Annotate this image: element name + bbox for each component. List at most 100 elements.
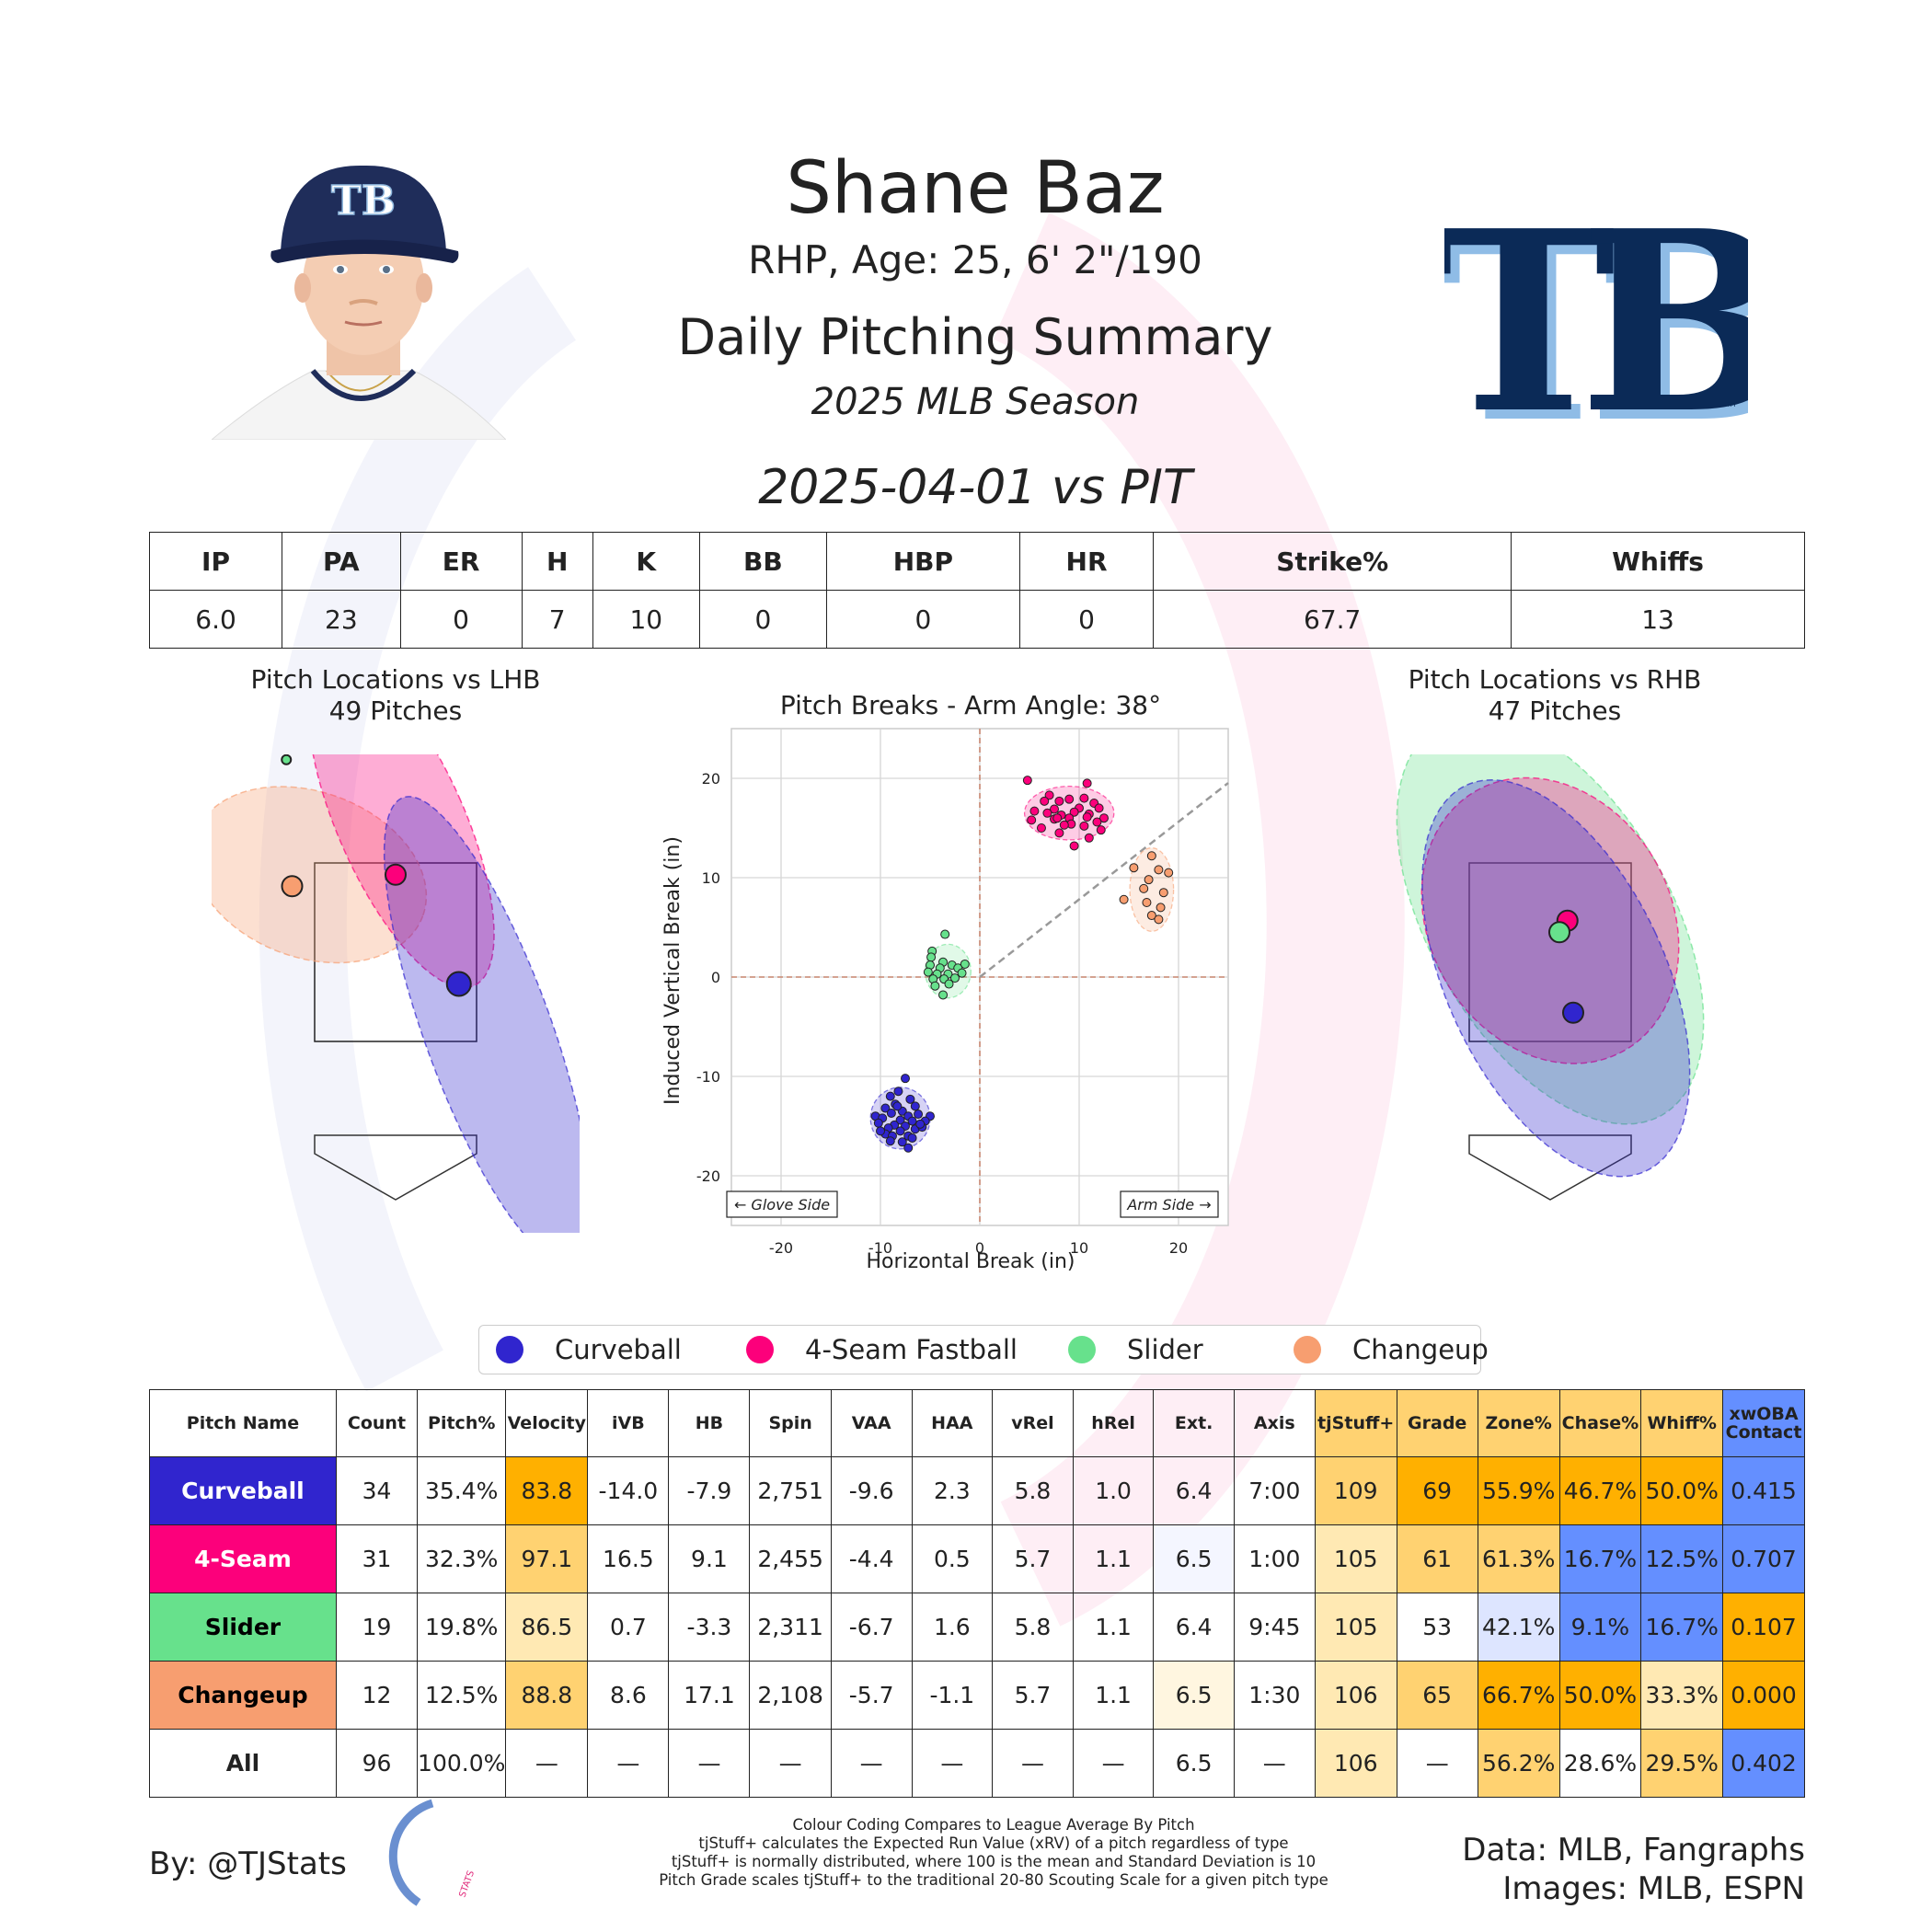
location-mean-slider [1548, 921, 1570, 944]
pitch-value-cell: 5.7 [992, 1524, 1074, 1593]
pitch-value-cell: -6.7 [830, 1593, 913, 1662]
summary-header-cell: IP [148, 532, 283, 591]
pitch-name-cell: Curveball [149, 1456, 337, 1525]
pitch-value-cell: 12.5% [1640, 1524, 1724, 1593]
break-point-changeup [1156, 903, 1166, 913]
pitch-table-header-cell: Ext. [1153, 1389, 1235, 1457]
pitch-value-cell: -5.7 [830, 1661, 913, 1730]
legend-marker [496, 1336, 523, 1363]
pitch-table-row: Slider 19 19.8% 86.5 0.7 -3.3 2,311 -6.7 1.6 5.8 1… [149, 1593, 1805, 1662]
location-ellipse-4-seam-fastball [307, 754, 495, 989]
break-point-curveball [907, 1133, 917, 1143]
pitch-value-cell: 6.4 [1153, 1593, 1235, 1662]
legend-item-4-seam-fastball: 4-Seam Fastball [746, 1326, 1018, 1374]
pitch-value-cell: 1.0 [1072, 1456, 1155, 1525]
location-mean-changeup [281, 875, 304, 898]
pitch-value-cell: 65 [1396, 1661, 1478, 1730]
pitch-table-header-cell: Chase% [1558, 1389, 1642, 1457]
rhb-home-plate [1468, 1134, 1632, 1201]
pitch-value-cell: — [992, 1729, 1074, 1798]
pitch-value-cell: 31 [335, 1524, 419, 1593]
summary-header-cell: HBP [825, 532, 1020, 591]
pitch-value-cell: 32.3% [417, 1524, 507, 1593]
legend-label: 4-Seam Fastball [805, 1334, 1018, 1365]
pitch-value-cell: -9.6 [830, 1456, 913, 1525]
pitch-value-cell: 6.5 [1153, 1661, 1235, 1730]
break-point-curveball [892, 1101, 903, 1111]
pitch-value-cell: 6.5 [1153, 1729, 1235, 1798]
break-point-curveball [915, 1119, 926, 1129]
location-mean-4-seam-fastball [385, 863, 407, 886]
pitch-value-cell: 19 [335, 1593, 419, 1662]
pitch-table-header-cell: Grade [1396, 1389, 1478, 1457]
pitch-value-cell: 88.8 [505, 1661, 589, 1730]
break-point-changeup [1154, 914, 1164, 925]
pitch-value-cell: 100.0% [417, 1729, 507, 1798]
break-point-changeup [1129, 863, 1139, 873]
image-credit: Images: MLB, ESPN [1502, 1870, 1805, 1907]
pitch-value-cell: 86.5 [505, 1593, 589, 1662]
team-logo-text: TB [1444, 176, 1748, 432]
pitch-value-cell: 2,751 [749, 1456, 832, 1525]
pitch-table-header-cell: tjStuff+ [1314, 1389, 1397, 1457]
break-point-curveball [907, 1116, 917, 1126]
pitch-value-cell: 28.6% [1558, 1729, 1642, 1798]
break-point-4-seam-fastball [1082, 812, 1092, 822]
footer-note-line: Pitch Grade scales tjStuff+ to the tradi… [659, 1871, 1328, 1889]
legend-label: Changeup [1352, 1334, 1489, 1365]
pitch-value-cell: 7:00 [1233, 1456, 1316, 1525]
summary-header-cell: K [592, 532, 700, 591]
break-point-slider [960, 959, 970, 969]
pitch-value-cell: — [911, 1729, 994, 1798]
break-point-slider [950, 973, 960, 983]
break-point-changeup [1154, 865, 1164, 875]
break-point-curveball [880, 1103, 891, 1113]
break-point-4-seam-fastball [1044, 790, 1054, 800]
lhb-count-text: 49 Pitches [328, 696, 463, 726]
pitch-table-header-cell: Count [335, 1389, 419, 1457]
summary-value-cell: 0 [399, 590, 523, 649]
break-point-slider [938, 990, 949, 1000]
pitch-value-cell: 69 [1396, 1456, 1478, 1525]
break-point-curveball [886, 1108, 896, 1118]
summary-value-row: 6.0 23 0 7 10 0 0 0 67.7 13 [148, 590, 1805, 649]
pitch-value-cell: 42.1% [1477, 1593, 1560, 1662]
break-point-curveball [895, 1115, 905, 1125]
pitch-value-cell: 55.9% [1477, 1456, 1560, 1525]
pitch-value-cell: 66.7% [1477, 1661, 1560, 1730]
pitch-value-cell: 109 [1314, 1456, 1397, 1525]
pitch-value-cell: 2,455 [749, 1524, 832, 1593]
pitch-value-cell: 97.1 [505, 1524, 589, 1593]
pitch-table-row: 4-Seam 31 32.3% 97.1 16.5 9.1 2,455 -4.4 0.5 5.7 1… [149, 1524, 1805, 1593]
pitch-value-cell: 96 [335, 1729, 419, 1798]
arm-side-label: Arm Side → [1126, 1196, 1211, 1213]
break-point-changeup [1146, 851, 1156, 861]
pitch-value-cell: 1.1 [1072, 1524, 1155, 1593]
summary-value-cell: 0 [1018, 590, 1155, 649]
summary-header-cell: ER [399, 532, 523, 591]
break-point-4-seam-fastball [1054, 828, 1064, 838]
y-tick-label: 0 [711, 969, 720, 986]
break-point-curveball [901, 1074, 910, 1084]
location-ellipse-changeup [212, 786, 428, 964]
pitch-table-header-cell: Axis [1233, 1389, 1316, 1457]
trademark-mark: ™ [1725, 401, 1738, 416]
game-label: 2025-04-01 vs PIT [758, 460, 1192, 515]
break-point-4-seam-fastball [1052, 813, 1063, 823]
break-point-curveball [876, 1126, 885, 1136]
legend-marker [746, 1336, 774, 1363]
legend-label: Slider [1127, 1334, 1203, 1365]
summary-value-cell: 7 [521, 590, 593, 649]
break-point-4-seam-fastball [1027, 815, 1037, 825]
legend-marker [1294, 1336, 1321, 1363]
pitch-value-cell: 1.6 [911, 1593, 994, 1662]
cap-logo-text: TB [331, 178, 396, 224]
pitch-value-cell: 0.5 [911, 1524, 994, 1593]
location-mean-curveball [1562, 1001, 1584, 1024]
pitch-value-cell: — [1396, 1729, 1478, 1798]
pitch-value-cell: 6.4 [1153, 1456, 1235, 1525]
break-point-4-seam-fastball [1079, 793, 1089, 803]
rhb-strike-zone [1468, 862, 1632, 1042]
rhb-count-text: 47 Pitches [1488, 696, 1622, 726]
pitch-value-cell: -14.0 [587, 1456, 670, 1525]
